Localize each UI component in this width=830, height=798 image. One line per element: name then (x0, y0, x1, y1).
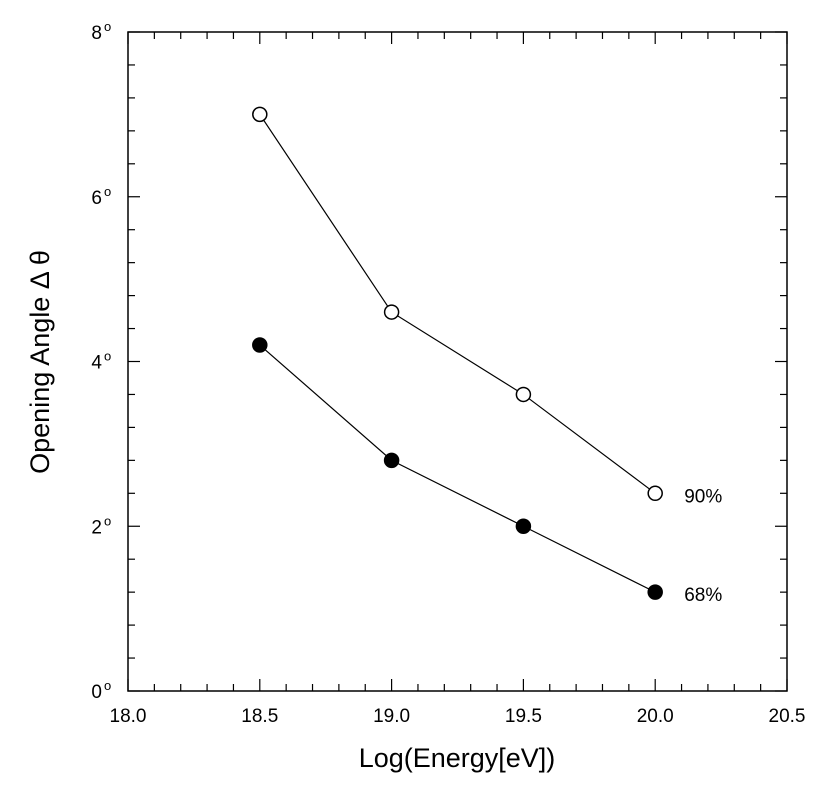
y-tick-label: 0 (91, 682, 102, 703)
y-tick-degree: o (104, 349, 111, 364)
x-tick-labels: 18.0 18.5 19.0 19.5 20.0 20.5 (110, 706, 806, 727)
y-tick-degree: o (104, 19, 111, 34)
x-tick-label: 19.0 (373, 706, 410, 727)
data-point-filled (647, 584, 663, 600)
y-tick-labels: 0 o2 o4 o6 o8 o (91, 19, 111, 703)
y-axis-title: Opening Angle Δ θ (25, 250, 55, 474)
data-point-filled (383, 452, 400, 469)
data-point-filled (515, 518, 532, 534)
x-tick-label: 18.0 (110, 706, 147, 727)
data-point-open (383, 304, 400, 320)
data-point-open (647, 485, 663, 502)
data-point-open (252, 106, 268, 123)
series-labels: 90% 68% (684, 486, 722, 606)
series-line (259, 344, 656, 593)
y-tick-degree: o (104, 678, 111, 693)
x-tick-label: 20.5 (769, 706, 806, 727)
x-tick-label: 19.5 (505, 706, 542, 727)
series-line (259, 114, 656, 494)
series-label: 68% (684, 585, 722, 606)
x-tick-label: 18.5 (241, 706, 278, 727)
data-point-filled (252, 337, 268, 353)
y-tick-label: 6 (91, 188, 102, 209)
minor-ticks (127, 31, 788, 692)
data-point-open (515, 386, 532, 403)
y-tick-label: 4 (91, 353, 102, 374)
y-tick-degree: o (104, 513, 111, 528)
y-tick-label: 2 (91, 517, 102, 538)
y-tick-label: 8 (91, 23, 102, 44)
series-layer (252, 106, 663, 600)
x-axis-title: Log(Energy[eV]) (359, 743, 556, 773)
x-tick-label: 20.0 (637, 706, 674, 727)
y-tick-degree: o (104, 184, 111, 199)
series-label: 90% (684, 486, 722, 507)
